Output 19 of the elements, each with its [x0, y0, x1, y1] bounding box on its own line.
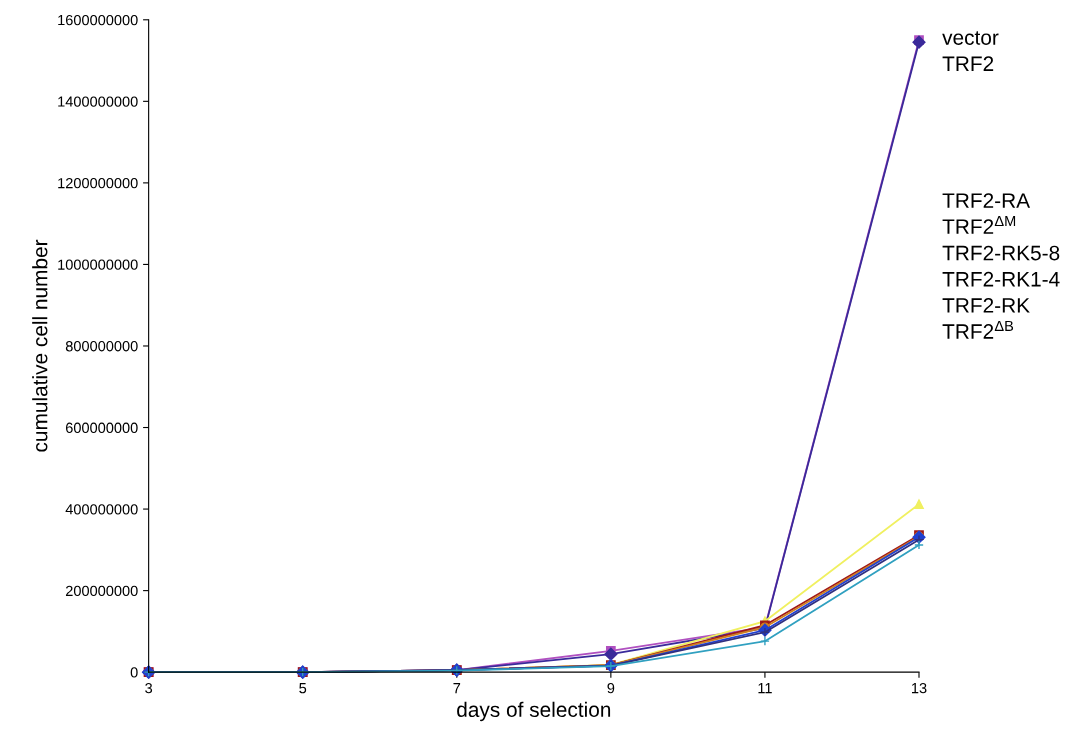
x-tick-label: 7 [453, 683, 461, 694]
y-tick-label: 200000000 [65, 585, 138, 597]
x-axis-title: days of selection [457, 701, 611, 722]
x-tick-label: 13 [912, 682, 927, 694]
y-tick-label: 1400000000 [58, 96, 138, 107]
y-tick-label: 600000000 [65, 422, 138, 433]
x-tick-label: 9 [607, 682, 615, 694]
text: vector TRF2 [942, 31, 999, 71]
y-tick-label: 0 [130, 667, 138, 678]
y-tick-label: 1200000000 [58, 177, 138, 189]
x-tick-label: 5 [299, 683, 307, 694]
y-tick-label: 800000000 [65, 341, 138, 352]
x-tick-label: 3 [145, 682, 153, 694]
y-axis-title: cumulative cell number [32, 239, 48, 452]
x-tick-label: 11 [758, 683, 772, 694]
y-tick-label: 1600000000 [58, 14, 138, 26]
text: TRF2-RA TRF2$^{ΔM}$ TRF2-RK5-8 TRF2-RK1-4 TRF2-RK TRF2$^{ΔB}$ [942, 193, 1060, 339]
y-tick-label: 1000000000 [58, 259, 138, 270]
y-tick-label: 400000000 [65, 504, 138, 515]
